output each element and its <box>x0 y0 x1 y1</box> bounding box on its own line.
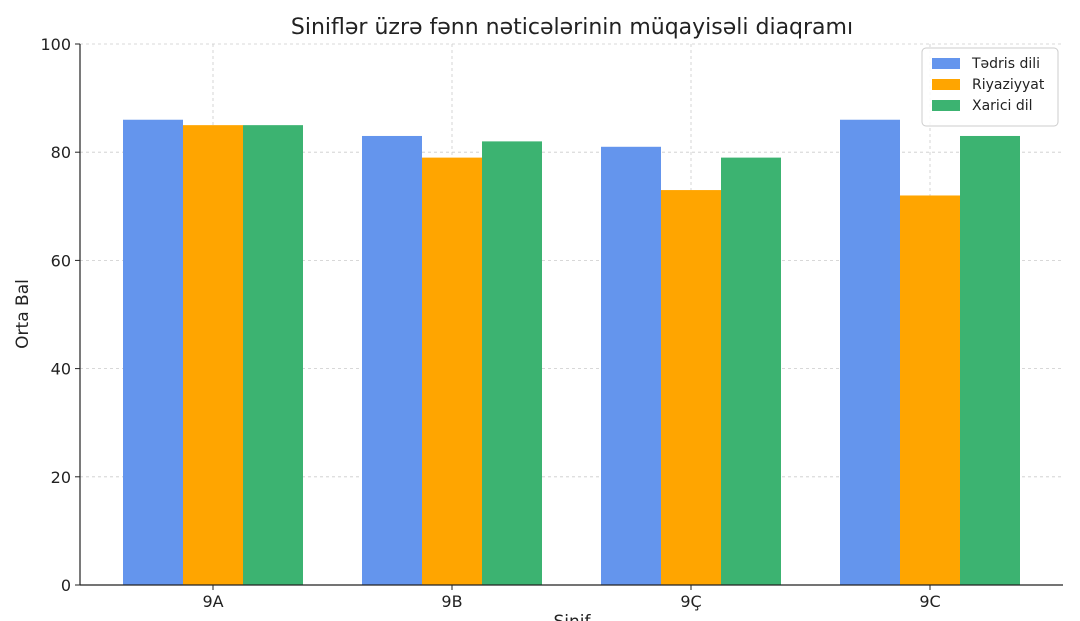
x-tick-label: 9Ç <box>680 592 701 611</box>
x-axis-label: Sinif <box>554 612 592 621</box>
bar <box>960 135 1020 585</box>
y-tick-label: 60 <box>51 251 71 270</box>
chart-title: Siniflər üzrə fənn nəticələrinin müqayis… <box>291 15 853 40</box>
y-axis-label: Orta Bal <box>13 279 33 349</box>
y-tick-label: 40 <box>51 360 71 379</box>
y-ticks: 0 20 40 60 80 100 <box>40 35 80 595</box>
bar <box>601 146 661 586</box>
y-tick-label: 80 <box>51 143 71 162</box>
y-tick-label: 0 <box>61 576 71 595</box>
bar <box>840 119 900 586</box>
bar <box>661 190 721 585</box>
bar <box>362 135 422 585</box>
bar <box>243 125 303 586</box>
bar <box>183 125 243 586</box>
y-tick-label: 20 <box>51 468 71 487</box>
legend-label: Xarici dil <box>972 98 1033 114</box>
legend-swatch <box>932 100 960 111</box>
x-tick-label: 9B <box>441 592 462 611</box>
bar <box>721 157 781 586</box>
y-tick-label: 100 <box>40 35 71 54</box>
x-tick-label: 9A <box>202 592 223 611</box>
legend: Tədris dili Riyaziyyat Xarici dil <box>921 47 1059 127</box>
bar <box>422 157 482 586</box>
x-ticks: 9A 9B 9Ç 9C <box>202 585 941 611</box>
axes <box>79 44 1063 586</box>
legend-label: Riyaziyyat <box>972 77 1045 93</box>
legend-label: Tədris dili <box>971 56 1040 72</box>
legend-swatch <box>932 79 960 90</box>
legend-swatch <box>932 58 960 69</box>
bar <box>900 195 960 586</box>
bar <box>482 141 542 585</box>
x-tick-label: 9C <box>919 592 940 611</box>
bars <box>123 119 1020 586</box>
bar <box>123 119 183 586</box>
